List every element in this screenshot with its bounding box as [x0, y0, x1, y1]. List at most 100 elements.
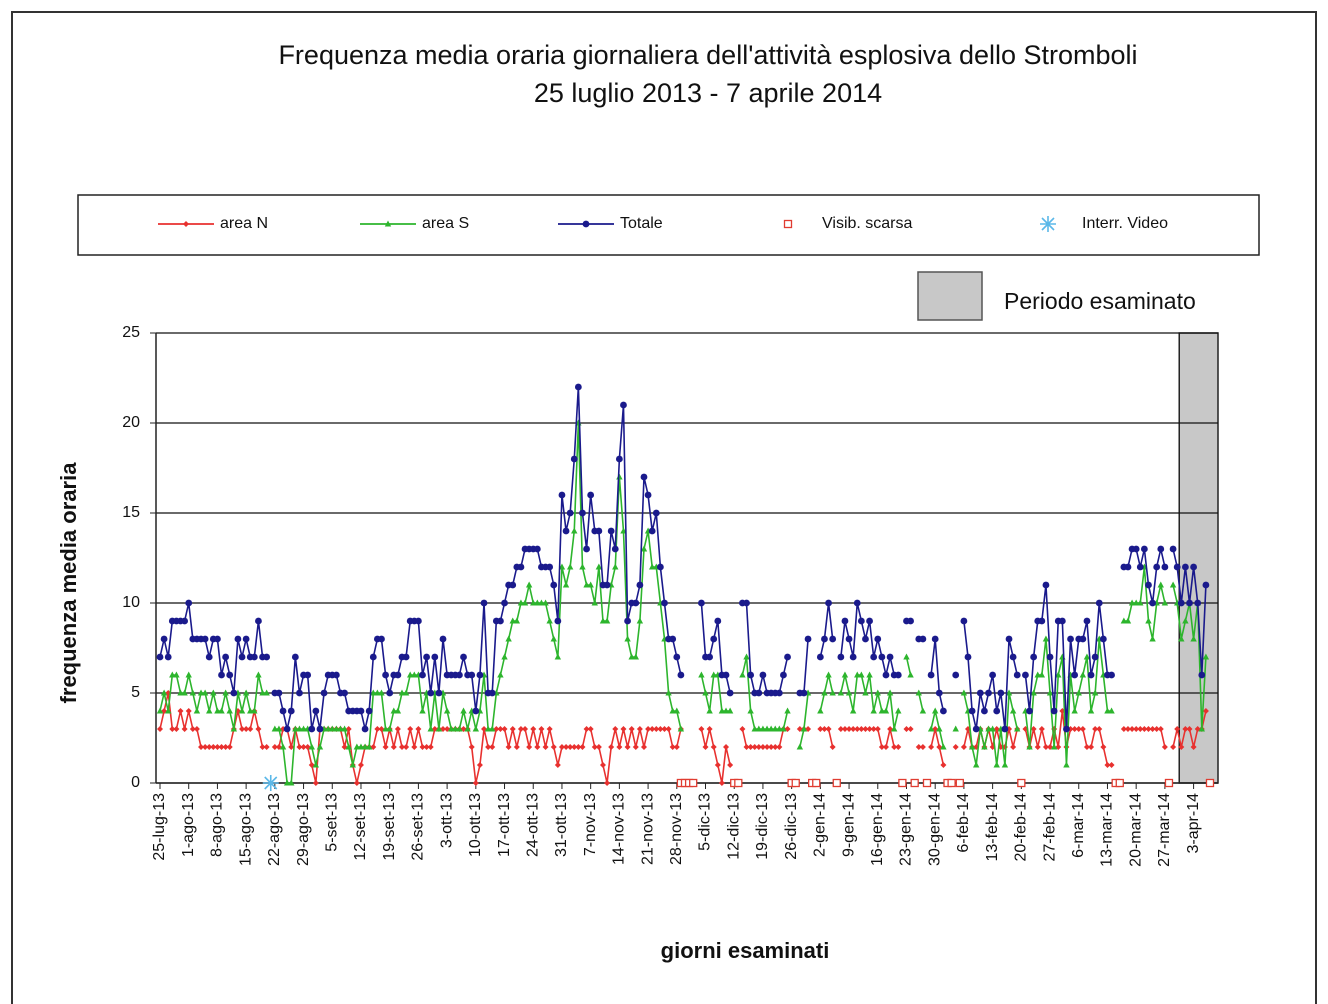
- point: [312, 761, 320, 768]
- point: [1149, 726, 1156, 732]
- point: [882, 671, 890, 679]
- legend-label: Totale: [620, 215, 663, 232]
- point: [218, 707, 225, 714]
- point: [177, 708, 184, 714]
- point: [238, 653, 246, 661]
- y-tick-label: 20: [122, 414, 140, 431]
- x-axis-title: giorni esaminati: [661, 938, 830, 963]
- point: [177, 689, 184, 696]
- point: [714, 617, 722, 625]
- series: [262, 775, 279, 791]
- point: [201, 689, 209, 696]
- point: [300, 744, 307, 750]
- point: [296, 744, 303, 750]
- point: [927, 725, 935, 732]
- point: [214, 744, 221, 750]
- point: [460, 653, 467, 661]
- point: [874, 689, 881, 696]
- point: [583, 581, 590, 588]
- point: [755, 689, 763, 697]
- point: [583, 726, 590, 732]
- point: [263, 653, 271, 661]
- point: [677, 671, 685, 679]
- x-tick-label: 26-set-13: [410, 793, 427, 861]
- point: [304, 671, 312, 679]
- point: [665, 689, 672, 696]
- point: [329, 725, 336, 732]
- point: [1108, 762, 1115, 768]
- point: [402, 689, 410, 696]
- point: [1157, 545, 1165, 553]
- point: [575, 744, 582, 750]
- point: [382, 744, 389, 750]
- x-tick-label: 25-lug-13: [151, 793, 168, 861]
- point: [817, 726, 824, 732]
- point: [747, 707, 754, 714]
- point: [907, 726, 914, 732]
- point: [612, 563, 619, 570]
- point: [296, 689, 303, 697]
- x-tick-label: 23-gen-14: [898, 793, 915, 866]
- point: [1132, 599, 1140, 606]
- point: [181, 689, 188, 696]
- point: [726, 689, 734, 697]
- point: [657, 726, 664, 732]
- series: [676, 778, 1215, 788]
- point: [595, 563, 603, 570]
- x-tick-label: 1-ago-13: [180, 793, 197, 857]
- point: [985, 725, 992, 732]
- point: [947, 778, 956, 788]
- point: [538, 599, 545, 606]
- point: [571, 527, 578, 534]
- point: [858, 671, 865, 678]
- point: [1075, 689, 1082, 696]
- point: [710, 635, 718, 643]
- point: [291, 653, 299, 661]
- point: [341, 725, 348, 732]
- point: [369, 653, 377, 661]
- point: [886, 689, 894, 696]
- point: [866, 617, 873, 625]
- point: [197, 689, 205, 696]
- point: [411, 671, 418, 678]
- point: [283, 779, 291, 786]
- point: [734, 778, 743, 788]
- point: [710, 671, 717, 678]
- point: [1083, 653, 1091, 660]
- point: [384, 220, 392, 227]
- point: [349, 761, 356, 768]
- point: [255, 726, 262, 732]
- point: [472, 707, 480, 715]
- point: [1149, 599, 1156, 607]
- point: [989, 671, 997, 679]
- point: [361, 743, 369, 750]
- point: [206, 744, 213, 750]
- point: [763, 725, 771, 732]
- point: [1083, 744, 1090, 750]
- point: [554, 653, 562, 660]
- point: [935, 689, 943, 697]
- point: [1190, 744, 1197, 750]
- point: [628, 653, 635, 660]
- point: [1058, 617, 1066, 625]
- point: [250, 653, 258, 661]
- point: [1202, 653, 1210, 660]
- point: [501, 653, 508, 660]
- point: [579, 744, 586, 750]
- point: [332, 671, 340, 679]
- point: [640, 473, 648, 481]
- point: [353, 780, 360, 786]
- point: [895, 744, 902, 750]
- point: [472, 780, 479, 786]
- point: [854, 671, 861, 678]
- point: [673, 653, 681, 661]
- point: [292, 725, 299, 732]
- point: [764, 744, 771, 750]
- point: [636, 581, 644, 589]
- point: [550, 581, 558, 589]
- highlight-legend-label: Periodo esaminato: [1004, 288, 1196, 314]
- point: [997, 689, 1005, 697]
- point: [505, 744, 512, 750]
- point: [554, 617, 562, 625]
- point: [866, 671, 873, 678]
